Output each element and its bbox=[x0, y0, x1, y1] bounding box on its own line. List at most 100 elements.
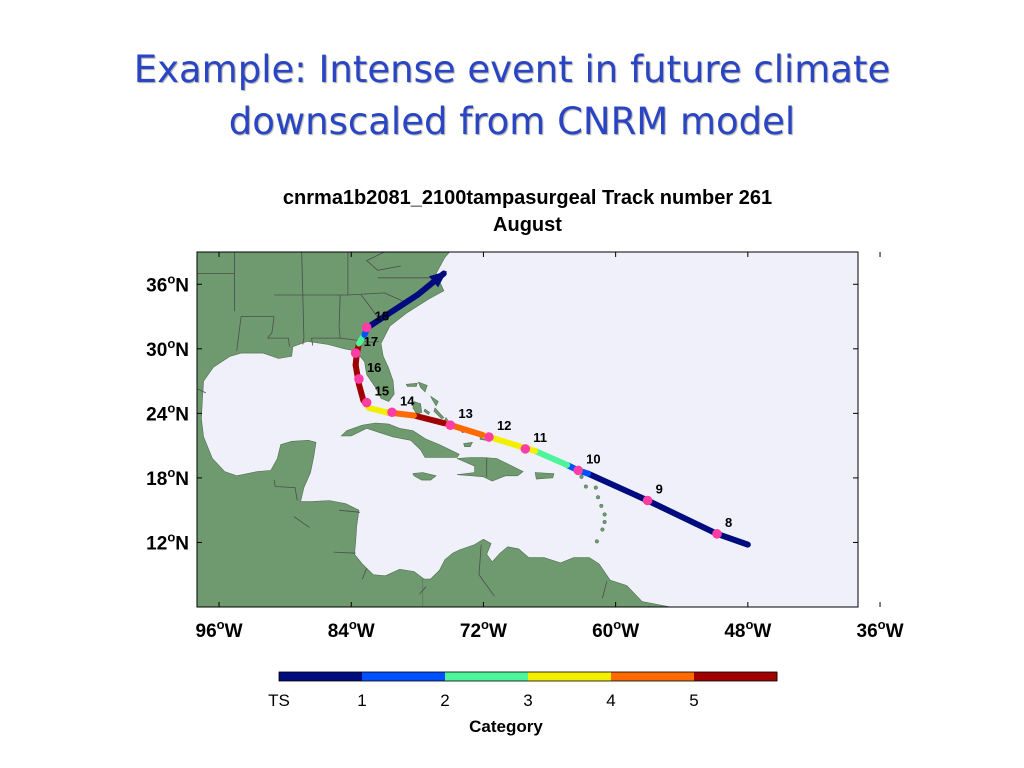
border-line bbox=[273, 480, 298, 501]
plot-title-line-2: August bbox=[493, 214, 562, 236]
border-line bbox=[236, 316, 242, 352]
slide-title-line-2: downscaled from CNRM model bbox=[228, 100, 796, 143]
colorbar-swatch bbox=[445, 672, 529, 681]
day-marker-label: 15 bbox=[375, 384, 389, 399]
day-marker bbox=[361, 397, 372, 408]
track-segment bbox=[411, 412, 447, 427]
axis-tick-label: 18oN bbox=[146, 465, 189, 490]
land-bermuda-like bbox=[423, 408, 430, 415]
category-colorbar: TS 1 2 3 4 5 Category bbox=[268, 671, 778, 736]
slide-title-line-1: Example: Intense event in future climate bbox=[133, 48, 891, 91]
state-borders bbox=[197, 252, 650, 607]
colorbar-swatch bbox=[611, 672, 695, 681]
day-marker-label: 8 bbox=[725, 515, 732, 530]
land-south-america bbox=[422, 538, 671, 607]
land-masses bbox=[197, 252, 671, 607]
plot-title-line-1: cnrma1b2081_2100tampasurgeal Track numbe… bbox=[282, 187, 773, 209]
border-line bbox=[267, 337, 290, 347]
land-antilles-island bbox=[600, 527, 605, 532]
day-marker-label: 11 bbox=[533, 430, 547, 445]
border-line bbox=[365, 252, 401, 271]
day-marker bbox=[350, 348, 361, 358]
colorbar-label: 4 bbox=[606, 691, 615, 710]
colorbar-label: 5 bbox=[689, 691, 698, 710]
storm-track bbox=[350, 270, 751, 548]
track-segment bbox=[532, 448, 571, 468]
day-marker-label: 14 bbox=[400, 393, 415, 408]
land-antilles-island bbox=[583, 484, 588, 489]
map-frame bbox=[196, 251, 859, 608]
axis-tick-label: 24oN bbox=[146, 400, 189, 425]
axis-tick-label: 36oN bbox=[146, 271, 189, 296]
day-marker-label: 12 bbox=[497, 418, 511, 433]
border-line bbox=[267, 316, 275, 339]
axis-tick-label: 36oW bbox=[857, 617, 904, 642]
land-abaco bbox=[417, 381, 428, 393]
land-inagua bbox=[463, 442, 473, 447]
border-line bbox=[339, 509, 361, 513]
land-north-america bbox=[197, 252, 451, 607]
border-line bbox=[361, 568, 368, 580]
colorbar-label: 2 bbox=[440, 691, 449, 710]
colorbar-frame bbox=[278, 671, 778, 682]
track-segment bbox=[365, 404, 390, 416]
border-line bbox=[340, 337, 379, 343]
land-antilles-island bbox=[579, 474, 584, 479]
slide-title: Example: Intense event in future climate… bbox=[0, 44, 1024, 148]
land-antilles-island bbox=[595, 495, 601, 500]
axis-tick-label: 60oW bbox=[592, 617, 639, 642]
day-marker-label: 17 bbox=[364, 334, 378, 349]
colorbar-label: TS bbox=[268, 691, 290, 710]
colorbar-swatch bbox=[528, 672, 612, 681]
axis-tick-label: 12oN bbox=[146, 529, 189, 554]
land-cuba bbox=[340, 422, 460, 458]
border-line bbox=[602, 581, 608, 599]
land-eleuthera bbox=[430, 395, 439, 407]
land-exuma bbox=[433, 407, 445, 420]
map-axes: 8 9 10 11 12 13 14 15 16 17 18 36oN 30oN 24oN 18oN 12oN… bbox=[146, 252, 904, 642]
day-marker-label: 9 bbox=[656, 482, 663, 497]
land-antilles-island bbox=[599, 503, 604, 508]
track-arrowhead bbox=[429, 271, 447, 288]
day-marker bbox=[642, 495, 653, 506]
day-marker bbox=[387, 407, 397, 418]
day-marker-label: 18 bbox=[375, 308, 389, 323]
land-puerto-rico bbox=[534, 472, 555, 480]
day-marker bbox=[520, 444, 531, 454]
land-antilles-island bbox=[602, 519, 607, 525]
day-marker bbox=[445, 420, 456, 430]
colorbar-label: 3 bbox=[523, 691, 532, 710]
land-antilles-island bbox=[593, 485, 598, 490]
colorbar-swatch bbox=[694, 672, 778, 681]
land-jamaica bbox=[412, 472, 437, 481]
border-line bbox=[333, 551, 356, 554]
border-line bbox=[301, 252, 305, 345]
colorbar-title: Category bbox=[469, 717, 543, 736]
land-andros bbox=[412, 401, 423, 415]
day-marker bbox=[712, 529, 722, 539]
land-hispaniola bbox=[456, 457, 524, 482]
day-marker bbox=[484, 432, 494, 442]
colorbar-swatch bbox=[279, 672, 363, 681]
plot-title: cnrma1b2081_2100tampasurgeal Track numbe… bbox=[160, 185, 895, 239]
axis-tick-label: 30oN bbox=[146, 336, 189, 361]
border-line bbox=[274, 292, 407, 303]
track-segment bbox=[713, 530, 751, 548]
border-line bbox=[360, 294, 382, 323]
colorbar-swatch bbox=[362, 672, 446, 681]
border-line bbox=[293, 516, 310, 528]
day-marker bbox=[361, 322, 372, 333]
day-marker bbox=[354, 374, 364, 384]
day-marker-label: 10 bbox=[586, 451, 600, 466]
day-marker-label: 13 bbox=[458, 406, 472, 421]
border-line bbox=[478, 544, 495, 597]
land-grand-bahama bbox=[405, 382, 418, 387]
axis-tick-label: 48oW bbox=[724, 617, 771, 642]
border-line bbox=[419, 586, 427, 595]
land-antilles-island bbox=[602, 512, 607, 517]
border-line bbox=[197, 388, 206, 394]
axis-tick-label: 72oW bbox=[460, 617, 507, 642]
day-marker-label: 16 bbox=[367, 360, 381, 375]
day-marker bbox=[573, 465, 583, 476]
